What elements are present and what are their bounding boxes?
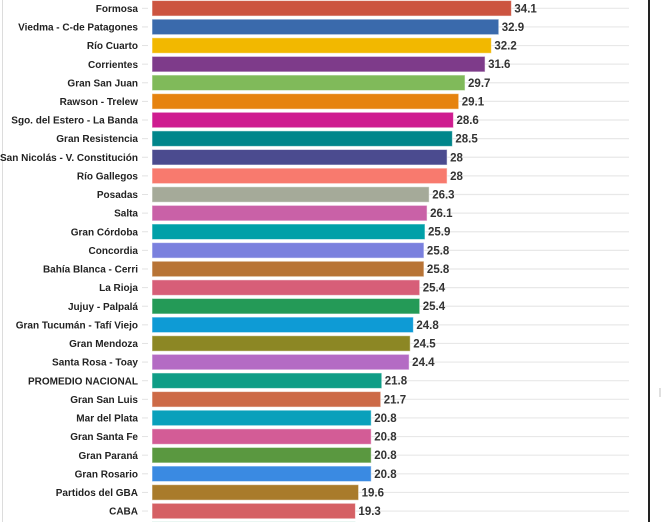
bar[interactable] xyxy=(151,502,356,520)
category-label: Viedma - C-de Patagones xyxy=(18,23,138,34)
bar[interactable] xyxy=(151,37,492,54)
value-labels: 34.1 32.9 32.2 31.6 29.7 29.1 28.6 28.5 28 28 26.3… xyxy=(358,3,537,518)
category-label: Gran Rosario xyxy=(75,469,138,480)
category-label: Posadas xyxy=(97,190,139,201)
bar[interactable] xyxy=(151,353,410,371)
value-label: 26.3 xyxy=(432,190,454,202)
bar[interactable] xyxy=(151,409,372,427)
category-label: Partidos del GBA xyxy=(56,488,138,499)
bar-chart: Formosa Viedma - C-de Patagones Río Cuarto… xyxy=(0,0,629,522)
bar[interactable] xyxy=(151,204,428,222)
value-label: 32.9 xyxy=(502,22,524,34)
bar[interactable] xyxy=(151,0,512,17)
bar[interactable] xyxy=(151,335,411,352)
value-label: 24.4 xyxy=(412,357,435,369)
value-label: 28.6 xyxy=(456,115,478,127)
value-label: 28.5 xyxy=(455,134,478,146)
category-label: Jujuy - Palpalá xyxy=(68,302,138,313)
value-label: 21.8 xyxy=(385,376,408,388)
value-label: 29.7 xyxy=(468,78,490,90)
category-label: Corrientes xyxy=(88,60,138,71)
value-label: 25.4 xyxy=(423,283,446,295)
bar[interactable] xyxy=(151,484,360,501)
category-label: Santa Rosa - Toay xyxy=(52,358,138,369)
value-label: 20.8 xyxy=(374,469,397,481)
category-label: Gran Resistencia xyxy=(56,134,138,145)
value-label: 24.8 xyxy=(416,320,439,332)
category-label: Sgo. del Estero - La Banda xyxy=(11,116,138,127)
bar[interactable] xyxy=(151,149,448,166)
bar[interactable] xyxy=(151,242,425,259)
value-label: 28 xyxy=(450,152,463,164)
category-label: La Rioja xyxy=(99,283,138,294)
bar[interactable] xyxy=(151,167,448,185)
category-label: Concordia xyxy=(89,246,139,257)
bar[interactable] xyxy=(151,111,454,129)
value-label: 29.1 xyxy=(462,96,485,108)
scrollbar-thumb[interactable] xyxy=(659,388,661,397)
category-label: Río Cuarto xyxy=(87,41,138,52)
value-label: 19.6 xyxy=(362,487,384,499)
value-label: 20.8 xyxy=(374,450,397,462)
category-label: Gran San Juan xyxy=(67,78,138,89)
bar[interactable] xyxy=(151,74,466,92)
category-label: Gran Paraná xyxy=(79,451,139,462)
bar[interactable] xyxy=(151,446,372,464)
bar[interactable] xyxy=(151,316,414,334)
category-label: Gran Santa Fe xyxy=(70,432,138,443)
value-label: 20.8 xyxy=(374,413,397,425)
category-label: Bahía Blanca - Cerri xyxy=(43,265,138,276)
value-label: 20.8 xyxy=(374,432,397,444)
bar[interactable] xyxy=(151,279,421,296)
category-label: Gran Tucumán - Tafí Viejo xyxy=(16,320,138,331)
category-label: Gran San Luis xyxy=(70,395,138,406)
bar[interactable] xyxy=(151,372,383,389)
value-label: 25.9 xyxy=(428,227,450,239)
category-label: Gran Mendoza xyxy=(69,339,138,350)
value-label: 24.5 xyxy=(413,338,436,350)
bar[interactable] xyxy=(151,93,460,110)
category-label: Río Gallegos xyxy=(77,171,139,182)
bar[interactable] xyxy=(151,260,425,278)
bar[interactable] xyxy=(151,391,382,408)
bar[interactable] xyxy=(151,130,453,147)
value-label: 26.1 xyxy=(430,208,453,220)
category-labels: Formosa Viedma - C-de Patagones Río Cuarto… xyxy=(0,4,138,518)
category-label: Salta xyxy=(114,209,138,220)
bar[interactable] xyxy=(151,55,486,73)
bar[interactable] xyxy=(151,186,430,203)
right-panel xyxy=(650,0,672,522)
left-border xyxy=(2,0,3,522)
value-label: 25.8 xyxy=(427,245,450,257)
category-label: Rawson - Trelew xyxy=(60,97,139,108)
value-label: 32.2 xyxy=(494,41,516,53)
bar[interactable] xyxy=(151,223,426,240)
category-label: Formosa xyxy=(96,4,139,15)
value-label: 34.1 xyxy=(514,3,537,15)
right-border xyxy=(648,0,650,522)
category-label: CABA xyxy=(109,507,138,518)
value-label: 25.8 xyxy=(427,264,450,276)
value-label: 31.6 xyxy=(488,59,510,71)
bar[interactable] xyxy=(151,18,500,36)
value-label: 19.3 xyxy=(358,506,380,518)
category-label: San Nicolás - V. Constitución xyxy=(0,153,138,164)
category-label: PROMEDIO NACIONAL xyxy=(28,376,138,387)
value-label: 21.7 xyxy=(384,394,406,406)
bar[interactable] xyxy=(151,465,372,483)
category-label: Gran Córdoba xyxy=(71,227,139,238)
bar[interactable] xyxy=(151,297,421,315)
bar[interactable] xyxy=(151,428,372,445)
value-label: 25.4 xyxy=(423,301,446,313)
category-label: Mar del Plata xyxy=(76,414,138,425)
bars xyxy=(151,0,512,522)
value-label: 28 xyxy=(450,171,463,183)
